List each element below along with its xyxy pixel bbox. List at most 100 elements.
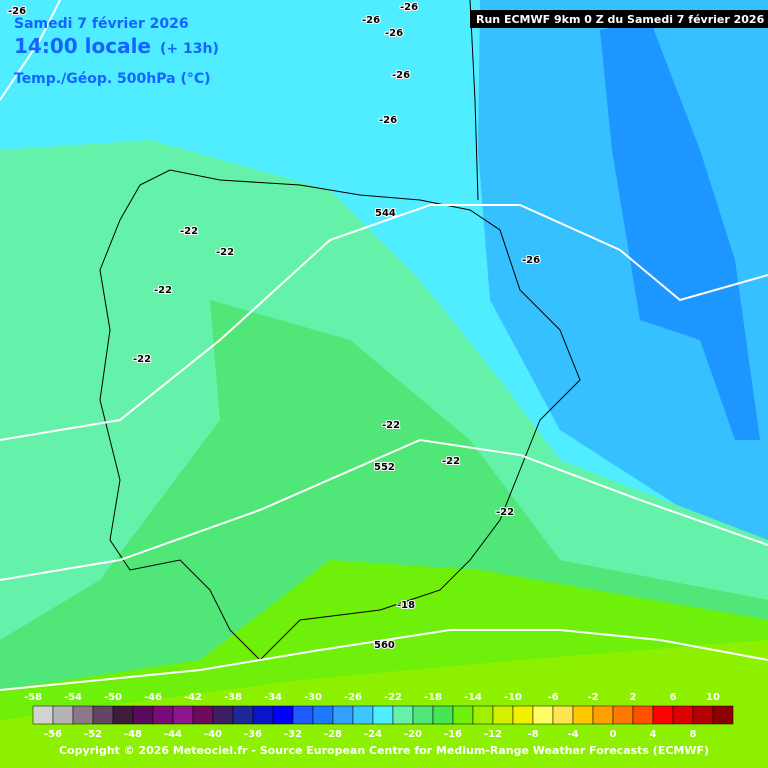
colorbar-tick: -4 bbox=[567, 729, 578, 740]
contour-560 bbox=[0, 629, 768, 691]
colorbar-tick: -8 bbox=[527, 729, 538, 740]
copyright: Copyright © 2026 Meteociel.fr - Source E… bbox=[59, 744, 709, 757]
run-banner bbox=[470, 10, 768, 28]
contour-536 bbox=[0, 0, 61, 101]
colorbar-tick: -46 bbox=[144, 692, 162, 703]
colorbar-tick: -34 bbox=[264, 692, 282, 703]
contour-label: -26 bbox=[400, 2, 418, 13]
colorbar-tick: -58 bbox=[24, 692, 42, 703]
colorbar-tick: -56 bbox=[44, 729, 62, 740]
contour-552 bbox=[0, 438, 768, 581]
contour-label: -26 bbox=[8, 6, 26, 17]
contour-label: -18 bbox=[397, 600, 415, 611]
offset: (+ 13h) bbox=[160, 41, 219, 57]
color-cell bbox=[492, 705, 514, 725]
color-cell bbox=[532, 705, 554, 725]
colorbar-tick: -42 bbox=[184, 692, 202, 703]
color-cell bbox=[412, 705, 434, 725]
colorbar-tick: -24 bbox=[364, 729, 382, 740]
color-cell bbox=[32, 705, 54, 725]
color-cell bbox=[192, 705, 214, 725]
colorbar-tick: -14 bbox=[464, 692, 482, 703]
contour-label: -22 bbox=[496, 507, 514, 518]
contour-label: -22 bbox=[154, 285, 172, 296]
color-cell bbox=[692, 705, 714, 725]
cold-core bbox=[600, 20, 760, 440]
zone-14 bbox=[0, 640, 768, 768]
colorbar-tick: -40 bbox=[204, 729, 222, 740]
colorbar-tick: -50 bbox=[104, 692, 122, 703]
color-cell bbox=[152, 705, 174, 725]
color-cell bbox=[212, 705, 234, 725]
color-cell bbox=[92, 705, 114, 725]
color-cell bbox=[652, 705, 674, 725]
contour-label: 552 bbox=[374, 462, 395, 473]
field: Temp./Géop. 500hPa (°C) bbox=[14, 71, 211, 87]
color-cell bbox=[172, 705, 194, 725]
color-cell bbox=[372, 705, 394, 725]
colorbar-tick: -28 bbox=[324, 729, 342, 740]
contour-label: -26 bbox=[362, 15, 380, 26]
color-cell bbox=[292, 705, 314, 725]
color-cell bbox=[452, 705, 474, 725]
contour-label: -22 bbox=[442, 456, 460, 467]
contour-label: -26 bbox=[385, 28, 403, 39]
color-cell bbox=[232, 705, 254, 725]
color-cell bbox=[132, 705, 154, 725]
contour-label: -26 bbox=[392, 70, 410, 81]
contour-label: -22 bbox=[216, 247, 234, 258]
color-cell bbox=[472, 705, 494, 725]
colorbar-tick: 2 bbox=[630, 692, 637, 703]
colorbar-tick: -26 bbox=[344, 692, 362, 703]
coastline bbox=[99, 169, 581, 661]
colorbar-tick: -52 bbox=[84, 729, 102, 740]
color-cell bbox=[712, 705, 734, 725]
colorbar-tick: 0 bbox=[610, 729, 617, 740]
coastline bbox=[469, 0, 479, 201]
colorbar-tick: 8 bbox=[690, 729, 697, 740]
color-cell bbox=[672, 705, 694, 725]
contour-544 bbox=[0, 204, 768, 441]
color-cell bbox=[432, 705, 454, 725]
colorbar-tick: -6 bbox=[547, 692, 558, 703]
color-cell bbox=[72, 705, 94, 725]
color-cell bbox=[272, 705, 294, 725]
contour-label: -26 bbox=[522, 255, 540, 266]
colorbar-tick: 4 bbox=[650, 729, 657, 740]
contour-label: 560 bbox=[374, 640, 395, 651]
contour-label: -22 bbox=[133, 354, 151, 365]
color-cell bbox=[52, 705, 74, 725]
colorbar-tick: -20 bbox=[404, 729, 422, 740]
colorbar-tick: -38 bbox=[224, 692, 242, 703]
color-cell bbox=[112, 705, 134, 725]
color-cell bbox=[392, 705, 414, 725]
colorbar-tick: -12 bbox=[484, 729, 502, 740]
color-cell bbox=[332, 705, 354, 725]
color-cell bbox=[592, 705, 614, 725]
color-cell bbox=[552, 705, 574, 725]
colorbar-tick: -48 bbox=[124, 729, 142, 740]
color-cell bbox=[572, 705, 594, 725]
colorbar-tick: -44 bbox=[164, 729, 182, 740]
colorbar-tick: -32 bbox=[284, 729, 302, 740]
colorbar-tick: 10 bbox=[706, 692, 720, 703]
color-cell bbox=[512, 705, 534, 725]
color-cell bbox=[632, 705, 654, 725]
color-cell bbox=[612, 705, 634, 725]
color-cell bbox=[352, 705, 374, 725]
color-cell bbox=[312, 705, 334, 725]
date: Samedi 7 février 2026 bbox=[14, 16, 189, 32]
contour-label: -26 bbox=[379, 115, 397, 126]
colorbar-tick: 6 bbox=[670, 692, 677, 703]
contour-label: -22 bbox=[382, 420, 400, 431]
colorbar-tick: -54 bbox=[64, 692, 82, 703]
colorbar-tick: -10 bbox=[504, 692, 522, 703]
contour-label: -22 bbox=[180, 226, 198, 237]
colorbar-tick: -30 bbox=[304, 692, 322, 703]
colorbar-tick: -2 bbox=[587, 692, 598, 703]
colorbar-tick: -16 bbox=[444, 729, 462, 740]
colorbar-tick: -22 bbox=[384, 692, 402, 703]
time: 14:00 locale bbox=[14, 34, 151, 58]
colorbar-tick: -36 bbox=[244, 729, 262, 740]
